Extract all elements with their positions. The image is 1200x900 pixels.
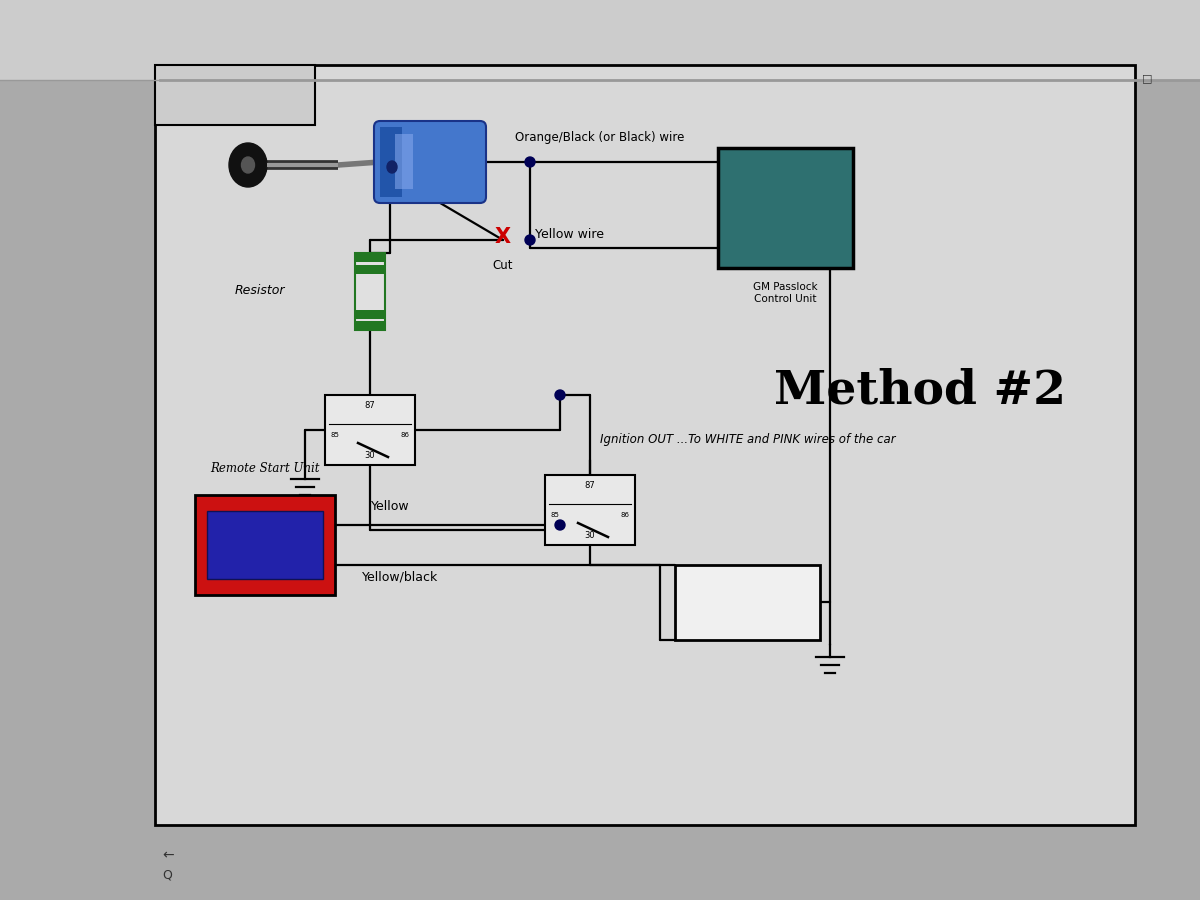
Bar [395,134,413,189]
Bar [208,511,323,579]
Text: 30: 30 [584,530,595,539]
Circle shape [526,235,535,245]
Text: Resistor: Resistor [235,284,286,298]
Text: 87: 87 [365,400,376,410]
Bar [674,565,820,640]
Text: GM Passlock: GM Passlock [752,282,817,292]
Text: Q: Q [162,868,172,881]
Bar [380,127,402,197]
Bar [355,265,385,274]
Bar [545,475,635,545]
Ellipse shape [229,143,266,187]
FancyBboxPatch shape [374,121,486,203]
Text: 86: 86 [620,512,630,518]
Text: 12 V: 12 V [719,592,775,612]
Text: Yellow/black: Yellow/black [362,570,438,583]
Bar [0,0,1200,80]
Text: □: □ [1142,73,1152,83]
Text: 30: 30 [365,451,376,460]
Ellipse shape [241,157,254,173]
Text: Yellow wire: Yellow wire [535,228,604,240]
Bar [355,253,385,262]
Text: Orange/Black (or Black) wire: Orange/Black (or Black) wire [515,131,685,144]
Text: Method #2: Method #2 [774,367,1066,413]
Circle shape [526,157,535,167]
Text: 85: 85 [330,432,340,438]
Bar [155,65,1135,825]
Text: 86: 86 [401,432,409,438]
Text: 87: 87 [584,481,595,490]
Circle shape [554,520,565,530]
Text: Remote Start Unit: Remote Start Unit [210,462,319,475]
Bar [718,148,853,268]
Text: 85: 85 [551,512,559,518]
Text: ←: ← [162,848,174,862]
Bar [355,253,385,330]
Text: X: X [494,227,511,247]
Text: Ignition OUT ...To WHITE and PINK wires of the car: Ignition OUT ...To WHITE and PINK wires … [600,434,895,446]
Bar [325,395,415,465]
Text: Yellow: Yellow [371,500,409,513]
Bar [194,495,335,595]
Ellipse shape [386,161,397,173]
Bar [355,321,385,330]
Circle shape [554,390,565,400]
Bar [355,310,385,319]
Text: Cut: Cut [493,259,514,272]
Text: Control Unit: Control Unit [754,294,816,304]
Bar [155,65,314,125]
